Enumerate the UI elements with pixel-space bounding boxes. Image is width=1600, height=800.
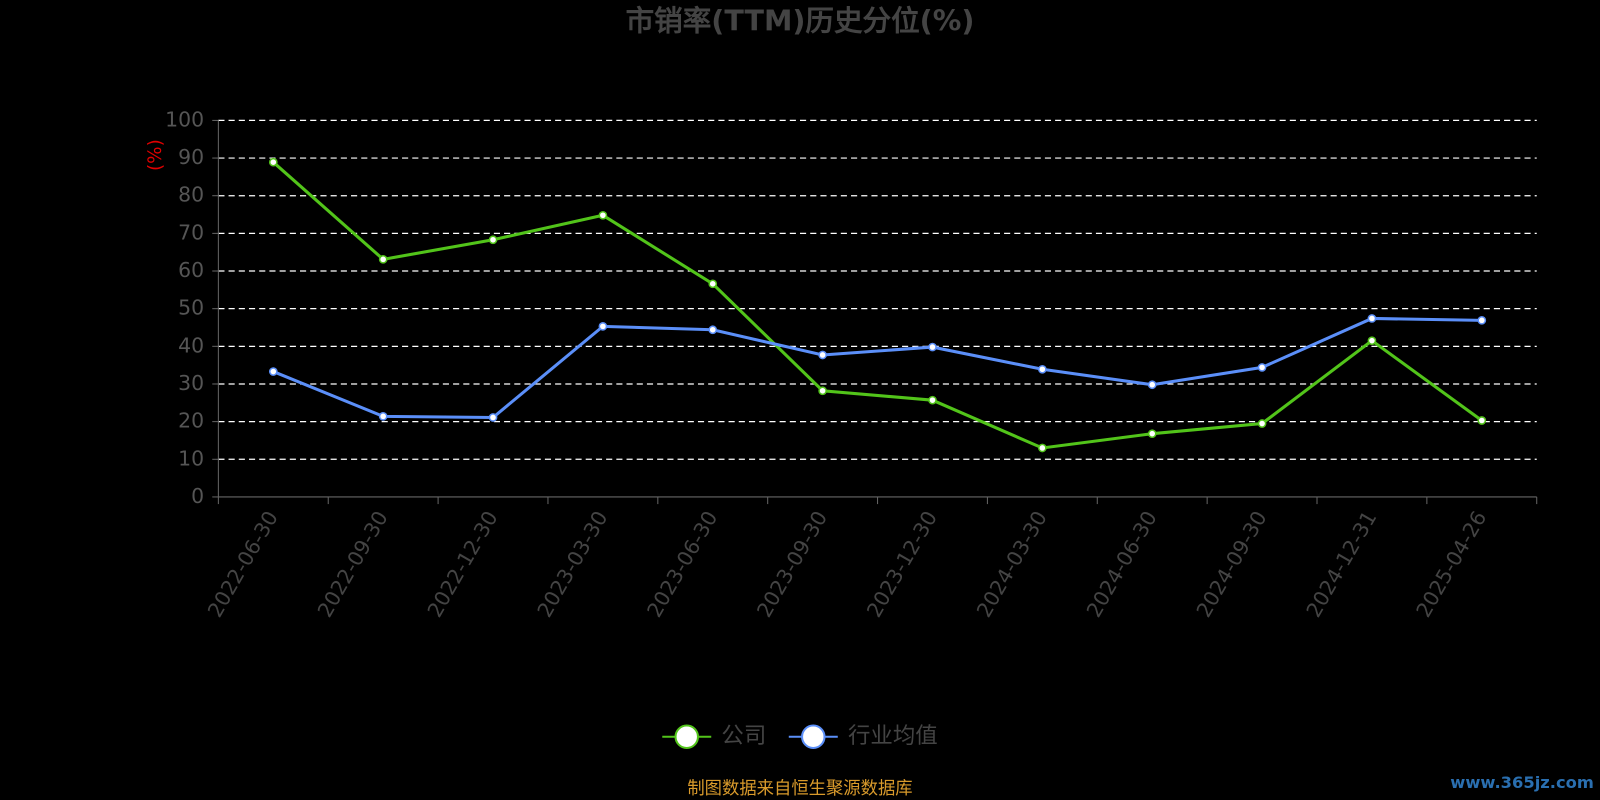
data-point [378, 255, 388, 264]
legend-item[interactable]: 行业均值 [788, 723, 938, 749]
watermark: www.365jz.com [1450, 773, 1594, 792]
x-tick-label: 2024-09-30 [1192, 507, 1272, 622]
legend-item[interactable]: 公司 [662, 723, 766, 749]
x-tick-label: 2023-09-30 [752, 507, 832, 622]
x-tick-label: 2023-12-30 [862, 507, 942, 622]
source-note: 制图数据来自恒生聚源数据库 [687, 779, 912, 799]
series-line [272, 316, 1482, 420]
legend-label: 行业均值 [848, 723, 938, 749]
data-point [928, 395, 937, 405]
chart-title: 市销率(TTM)历史分位(%) [626, 3, 975, 37]
legend: 公司 行业均值 [662, 723, 938, 749]
x-tick-label: 2022-12-30 [423, 507, 503, 622]
x-tick-label: 2022-09-30 [313, 507, 393, 622]
data-point [818, 386, 827, 396]
y-tick-label: 70 [178, 220, 204, 244]
data-point [268, 157, 278, 167]
x-tick-label: 2024-12-31 [1301, 507, 1381, 622]
y-tick-label: 100 [165, 107, 204, 131]
data-point [1038, 364, 1047, 374]
data-point [598, 210, 608, 220]
x-tick-label: 2025-04-26 [1411, 507, 1491, 622]
y-tick-label: 30 [178, 371, 204, 395]
y-tick-label: 0 [191, 484, 204, 508]
data-point [1147, 429, 1157, 439]
x-tick-label: 2024-03-30 [972, 507, 1052, 622]
data-point [1367, 336, 1377, 346]
y-tick-label: 90 [178, 145, 204, 169]
series-line [272, 161, 1483, 450]
y-tick-label: 50 [178, 296, 204, 320]
data-point [378, 412, 388, 421]
data-point [708, 279, 718, 289]
data-point [1367, 314, 1377, 323]
data-point [708, 325, 718, 335]
data-point [1147, 380, 1157, 390]
data-point [1257, 363, 1267, 372]
y-axis-label: (%) [145, 139, 166, 171]
y-tick-label: 40 [178, 333, 204, 357]
y-tick-label: 80 [178, 183, 204, 207]
x-tick-label: 2023-03-30 [532, 507, 612, 622]
legend-label: 公司 [721, 723, 766, 749]
data-point [488, 235, 498, 245]
legend-marker [801, 724, 826, 749]
x-tick-label: 2024-06-30 [1082, 507, 1162, 622]
legend-marker [674, 724, 699, 749]
x-tick-label: 2023-06-30 [642, 507, 722, 622]
data-point [598, 322, 608, 331]
x-tick-label: 2022-06-30 [203, 507, 283, 622]
data-point [1477, 316, 1487, 325]
data-point [818, 350, 827, 360]
data-point [1038, 443, 1047, 453]
data-point [1257, 419, 1267, 428]
data-point [1477, 416, 1487, 425]
y-tick-label: 10 [178, 446, 204, 470]
data-point [488, 413, 498, 422]
data-point [928, 342, 937, 352]
y-tick-label: 60 [178, 258, 204, 282]
data-point [268, 367, 278, 376]
y-tick-label: 20 [178, 409, 204, 433]
